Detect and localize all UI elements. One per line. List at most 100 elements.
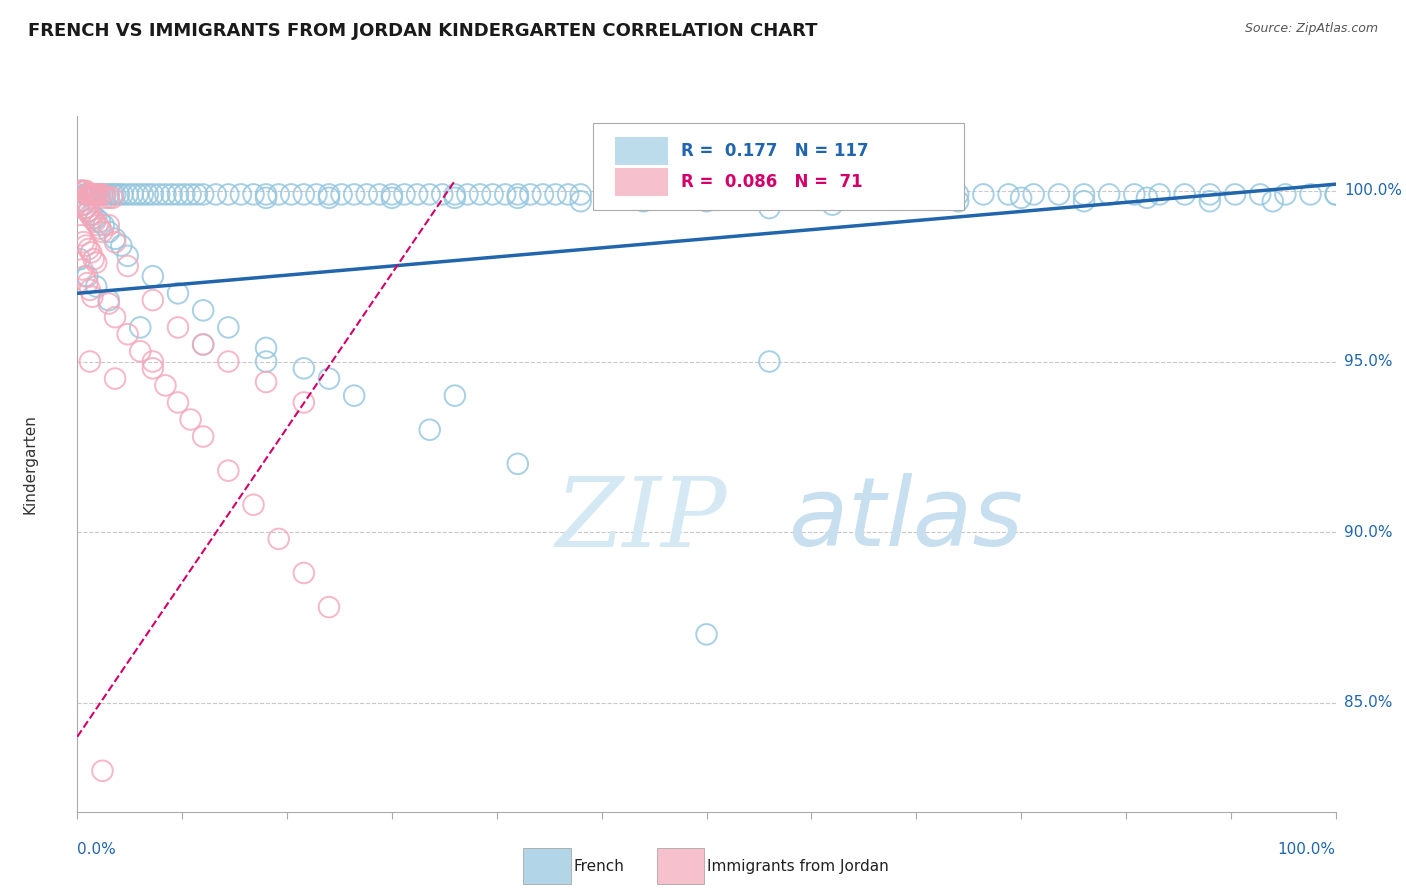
Text: atlas: atlas (789, 473, 1024, 566)
Point (180, 187, 202, 202)
Point (1198, 194, 1220, 209)
Point (84, 279, 107, 293)
Point (419, 423, 441, 437)
Point (75, 238, 97, 252)
Point (519, 187, 541, 202)
Point (204, 187, 226, 202)
Text: Immigrants from Jordan: Immigrants from Jordan (707, 859, 889, 873)
Point (101, 187, 124, 202)
Point (696, 187, 718, 202)
Point (167, 320, 190, 334)
Point (1136, 191, 1159, 205)
Point (80, 187, 103, 202)
Point (1261, 194, 1284, 209)
Point (191, 429, 215, 443)
Point (292, 395, 315, 409)
Point (77, 204, 100, 219)
Point (217, 464, 239, 478)
Point (1274, 187, 1296, 202)
Point (91, 187, 114, 202)
Point (97, 191, 120, 205)
Point (73, 201, 96, 215)
Point (84, 187, 107, 202)
Point (75, 184, 97, 198)
Point (94, 187, 117, 202)
Text: 90.0%: 90.0% (1344, 524, 1392, 540)
FancyBboxPatch shape (593, 123, 965, 210)
Point (84, 187, 107, 202)
Text: French: French (574, 859, 624, 873)
Point (318, 371, 340, 385)
Point (69, 194, 91, 209)
Point (84, 215, 107, 229)
Point (217, 354, 239, 368)
Point (101, 191, 124, 205)
Point (468, 187, 491, 202)
Point (444, 389, 467, 403)
Point (84, 211, 107, 226)
Point (1324, 187, 1347, 202)
Text: R =  0.086   N =  71: R = 0.086 N = 71 (682, 173, 863, 191)
Point (155, 187, 177, 202)
Text: ZIP: ZIP (555, 473, 727, 566)
Point (506, 187, 529, 202)
Point (76, 269, 98, 284)
Point (922, 187, 945, 202)
Point (356, 187, 378, 202)
Point (254, 341, 277, 355)
Point (884, 191, 907, 205)
Point (173, 187, 195, 202)
Point (155, 378, 177, 392)
Point (292, 566, 315, 580)
Point (72, 197, 94, 211)
Point (86, 187, 108, 202)
Point (1010, 191, 1032, 205)
Point (1022, 187, 1045, 202)
Point (76, 187, 98, 202)
Point (97, 296, 120, 310)
Text: R =  0.177   N = 117: R = 0.177 N = 117 (682, 142, 869, 160)
Point (82, 208, 104, 222)
Point (696, 194, 718, 209)
Point (72, 235, 94, 249)
Point (544, 187, 567, 202)
Point (254, 191, 277, 205)
Point (381, 191, 404, 205)
Point (75, 201, 97, 215)
Point (381, 187, 404, 202)
Point (160, 187, 183, 202)
Point (104, 187, 127, 202)
Point (69, 252, 91, 267)
Point (180, 412, 202, 426)
Point (72, 197, 94, 211)
Point (104, 232, 127, 246)
Point (569, 194, 592, 209)
Point (280, 187, 302, 202)
Point (91, 764, 114, 778)
Point (948, 194, 970, 209)
Point (72, 184, 94, 198)
Point (148, 187, 170, 202)
Point (292, 187, 315, 202)
Point (620, 187, 643, 202)
Point (132, 187, 155, 202)
Point (758, 201, 780, 215)
Point (242, 187, 264, 202)
Point (73, 269, 96, 284)
Text: Source: ZipAtlas.com: Source: ZipAtlas.com (1244, 22, 1378, 36)
Point (1149, 187, 1171, 202)
Point (117, 187, 139, 202)
Point (456, 187, 478, 202)
Point (84, 187, 107, 202)
Point (745, 187, 768, 202)
Point (557, 187, 579, 202)
Point (72, 184, 94, 198)
Point (821, 187, 844, 202)
Point (117, 259, 139, 273)
Point (97, 225, 120, 239)
Point (82, 290, 104, 304)
Point (70, 184, 93, 198)
Point (76, 276, 98, 290)
Point (104, 310, 127, 325)
Point (1223, 187, 1246, 202)
